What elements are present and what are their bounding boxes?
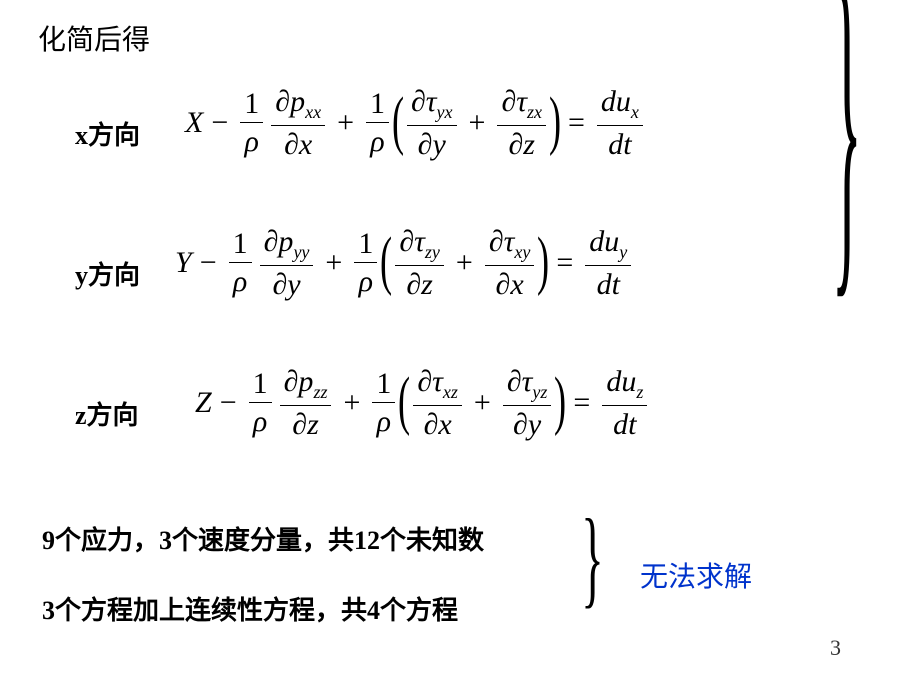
- plus: +: [337, 106, 354, 140]
- equation-z: Z − 1 ρ ∂pzz ∂z + 1 ρ ( ∂τxz ∂x + ∂τyz ∂…: [195, 365, 651, 441]
- plus: +: [474, 386, 491, 420]
- frac-tau-yz: ∂τyz ∂y: [503, 365, 552, 441]
- minus: −: [200, 246, 217, 280]
- frac-dpxx-dx: ∂pxx ∂x: [271, 85, 325, 161]
- frac-1-rho-2: 1 ρ: [354, 227, 377, 298]
- frac-dpzz-dz: ∂pzz ∂z: [280, 365, 332, 441]
- equals: =: [556, 246, 573, 280]
- plus: +: [325, 246, 342, 280]
- equations-brace-icon: }: [832, 0, 862, 342]
- frac-dpyy-dy: ∂pyy ∂y: [260, 225, 314, 301]
- eq-x-lead: X: [185, 106, 203, 140]
- minus: −: [211, 106, 228, 140]
- plus: +: [456, 246, 473, 280]
- z-direction-label: z方向: [75, 395, 139, 432]
- frac-1-rho: 1 ρ: [249, 367, 272, 438]
- frac-duy-dt: duy dt: [585, 225, 631, 301]
- page-number: 3: [830, 635, 841, 661]
- equation-y: Y − 1 ρ ∂pyy ∂y + 1 ρ ( ∂τzy ∂z + ∂τxy ∂…: [175, 225, 635, 301]
- bottom-brace-icon: }: [581, 498, 603, 622]
- frac-tau-xy: ∂τxy ∂x: [485, 225, 535, 301]
- equations-count-text: 3个方程加上连续性方程，共4个方程: [42, 590, 458, 627]
- frac-tau-yx: ∂τyx ∂y: [407, 85, 457, 161]
- frac-1-rho-2: 1 ρ: [372, 367, 395, 438]
- y-direction-label: y方向: [75, 255, 140, 292]
- no-solution-annotation: 无法求解: [640, 555, 752, 595]
- frac-tau-xz: ∂τxz ∂x: [413, 365, 462, 441]
- plus: +: [343, 386, 360, 420]
- eq-y-lead: Y: [175, 246, 192, 280]
- plus: +: [469, 106, 486, 140]
- frac-1-rho: 1 ρ: [240, 87, 263, 158]
- frac-1-rho-2: 1 ρ: [366, 87, 389, 158]
- frac-tau-zx: ∂τzx ∂z: [497, 85, 546, 161]
- frac-tau-zy: ∂τzy ∂z: [395, 225, 444, 301]
- equals: =: [573, 386, 590, 420]
- minus: −: [220, 386, 237, 420]
- equation-x: X − 1 ρ ∂pxx ∂x + 1 ρ ( ∂τyx ∂y + ∂τzx ∂…: [185, 85, 647, 161]
- slide-heading: 化简后得: [38, 18, 150, 58]
- equals: =: [568, 106, 585, 140]
- eq-z-lead: Z: [195, 386, 212, 420]
- x-direction-label: x方向: [75, 115, 140, 152]
- frac-1-rho: 1 ρ: [229, 227, 252, 298]
- frac-duz-dt: duz dt: [602, 365, 647, 441]
- frac-dux-dt: dux dt: [597, 85, 643, 161]
- unknowns-text: 9个应力，3个速度分量，共12个未知数: [42, 520, 484, 557]
